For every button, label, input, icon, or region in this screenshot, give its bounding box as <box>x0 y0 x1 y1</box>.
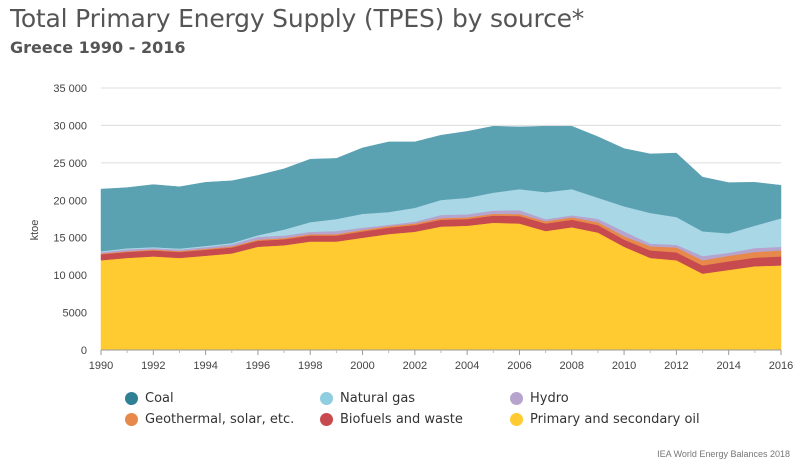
y-axis-label: ktoe <box>29 220 41 241</box>
legend-swatch-biofuels-waste <box>320 413 333 426</box>
chart-subtitle: Greece 1990 - 2016 <box>10 38 186 57</box>
legend-swatch-hydro <box>510 392 523 405</box>
legend-swatch-oil <box>510 413 523 426</box>
legend-item-hydro[interactable]: Hydro <box>510 391 760 406</box>
x-tick-label: 1996 <box>246 360 270 372</box>
y-tick-label: 5000 <box>63 308 87 320</box>
x-tick-label: 2002 <box>403 360 427 372</box>
x-tick-label: 2014 <box>716 360 740 372</box>
y-tick-label: 0 <box>81 345 87 357</box>
y-tick-label: 25 000 <box>53 158 87 170</box>
legend-item-biofuels-waste[interactable]: Biofuels and waste <box>320 412 510 427</box>
legend-item-coal[interactable]: Coal <box>125 391 320 406</box>
x-tick-label: 1994 <box>193 360 217 372</box>
legend-label: Primary and secondary oil <box>530 412 700 427</box>
x-tick-label: 2010 <box>612 360 636 372</box>
legend-item-natural-gas[interactable]: Natural gas <box>320 391 510 406</box>
y-tick-label: 10 000 <box>53 270 87 282</box>
chart-title: Total Primary Energy Supply (TPES) by so… <box>10 4 585 33</box>
legend-item-oil[interactable]: Primary and secondary oil <box>510 412 760 427</box>
legend-swatch-natural-gas <box>320 392 333 405</box>
y-tick-label: 35 000 <box>53 83 87 95</box>
axes: 0 5000 10 000 15 000 20 000 25 000 30 000 35 00… <box>53 83 793 372</box>
legend-label: Natural gas <box>340 391 416 406</box>
source-note: IEA World Energy Balances 2018 <box>657 449 790 459</box>
x-tick-label: 1990 <box>89 360 113 372</box>
legend-label: Hydro <box>530 391 569 406</box>
legend-label: Geothermal, solar, etc. <box>145 412 295 427</box>
legend-item-geothermal-solar[interactable]: Geothermal, solar, etc. <box>125 412 320 427</box>
x-tick-label: 2016 <box>769 360 793 372</box>
legend: Coal Natural gas Hydro Geothermal, solar… <box>125 391 775 427</box>
x-tick-label: 2006 <box>507 360 531 372</box>
y-tick-label: 30 000 <box>53 120 87 132</box>
x-tick-label: 1992 <box>141 360 165 372</box>
legend-label: Coal <box>145 391 174 406</box>
x-tick-label: 2000 <box>350 360 374 372</box>
x-tick-label: 2008 <box>560 360 584 372</box>
legend-swatch-geothermal-solar <box>125 413 138 426</box>
area-coal[interactable] <box>100 125 782 252</box>
area-series-group <box>100 125 782 351</box>
y-tick-label: 15 000 <box>53 233 87 245</box>
x-tick-label: 1998 <box>298 360 322 372</box>
x-tick-label: 2012 <box>664 360 688 372</box>
y-tick-label: 20 000 <box>53 195 87 207</box>
x-tick-label: 2004 <box>455 360 479 372</box>
legend-label: Biofuels and waste <box>340 412 463 427</box>
legend-swatch-coal <box>125 392 138 405</box>
